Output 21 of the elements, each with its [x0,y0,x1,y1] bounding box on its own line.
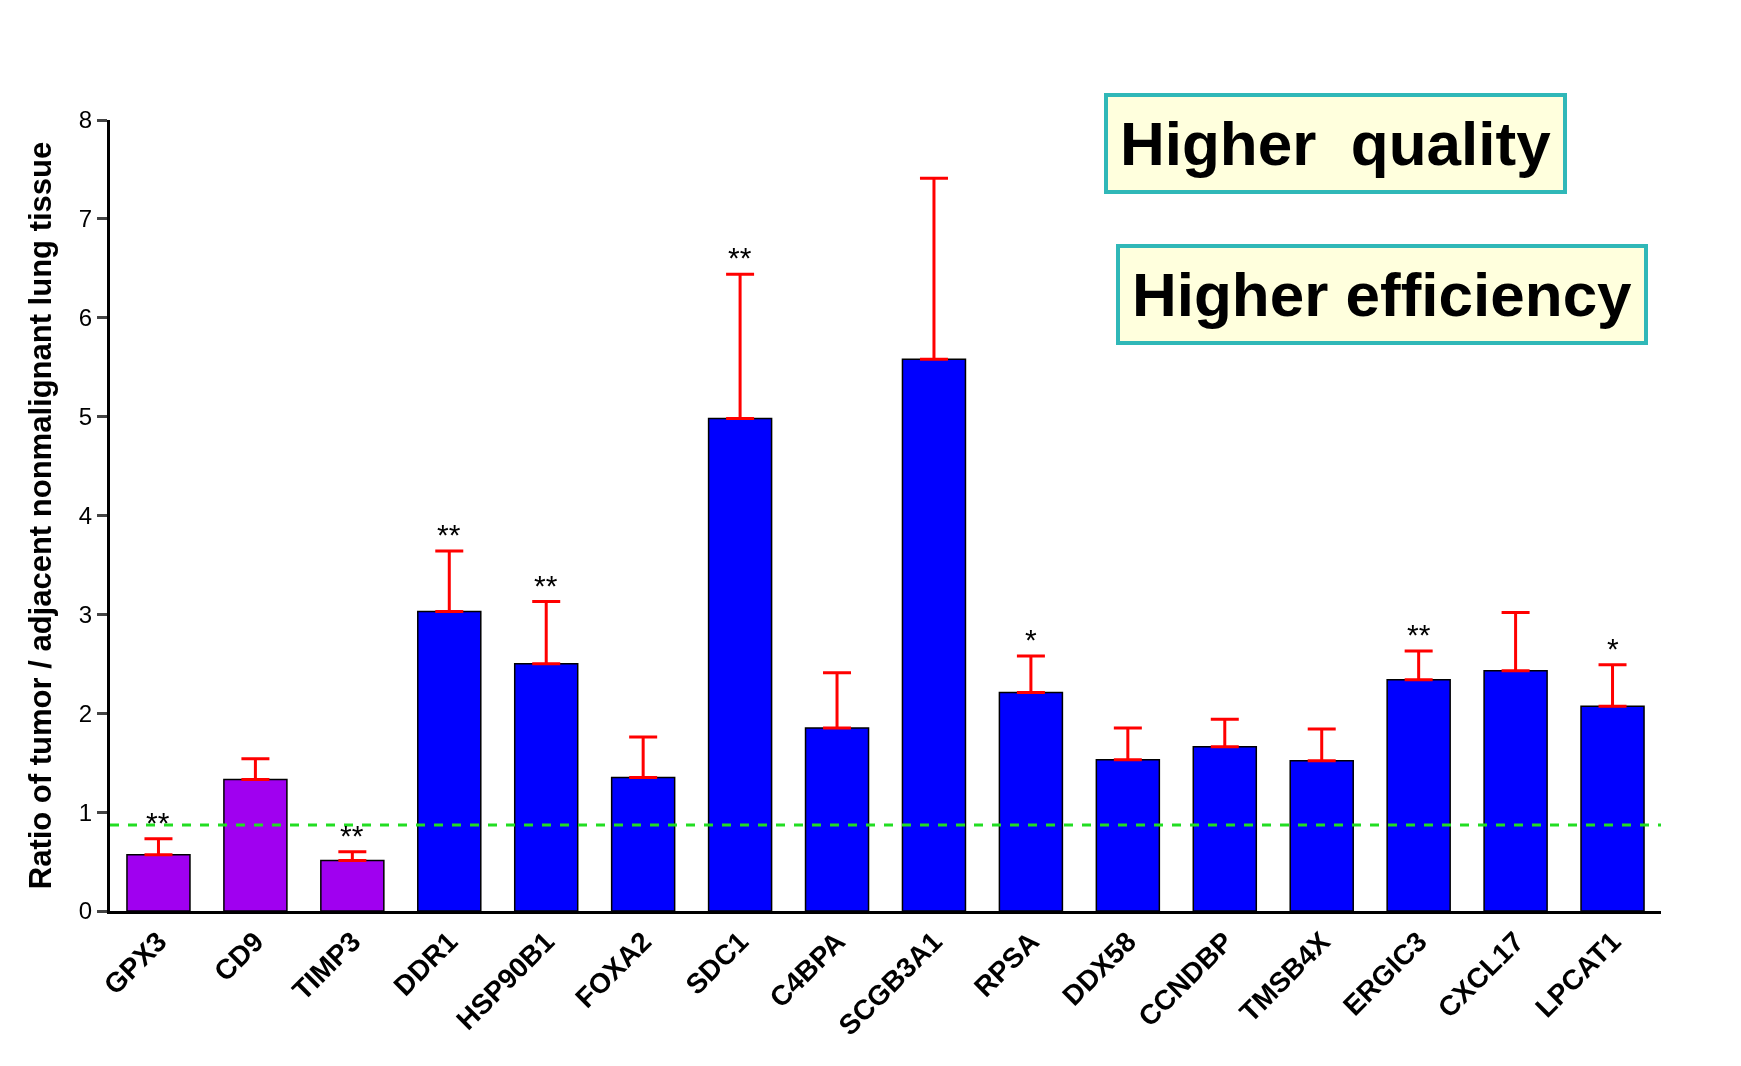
annotation: Higher efficiency [1132,260,1633,329]
annotation: ** [437,518,461,551]
annotation: * [1025,623,1037,656]
annotation: ** [340,819,364,852]
x-tick-label: CD9 [208,925,270,988]
annotation: ** [534,569,558,602]
y-axis-title: Ratio of tumor / adjacent nonmalignant lung tissue [23,141,59,890]
annotation: Higher quality [1120,109,1552,178]
y-tick-label: 6 [78,304,93,332]
y-tick-label: 0 [78,897,93,925]
y-tick-label: 1 [78,798,93,826]
y-tick-label: 5 [78,403,93,431]
y-tick-label: 4 [78,501,93,529]
annotation: ** [146,806,170,839]
y-tick-label: 3 [78,600,93,628]
y-tick-label: 8 [78,106,93,134]
y-tick-label: 7 [78,205,93,233]
annotation: ** [728,241,752,274]
annotation: * [1607,632,1619,665]
annotation: ** [1407,618,1431,651]
y-tick-label: 2 [78,699,93,727]
